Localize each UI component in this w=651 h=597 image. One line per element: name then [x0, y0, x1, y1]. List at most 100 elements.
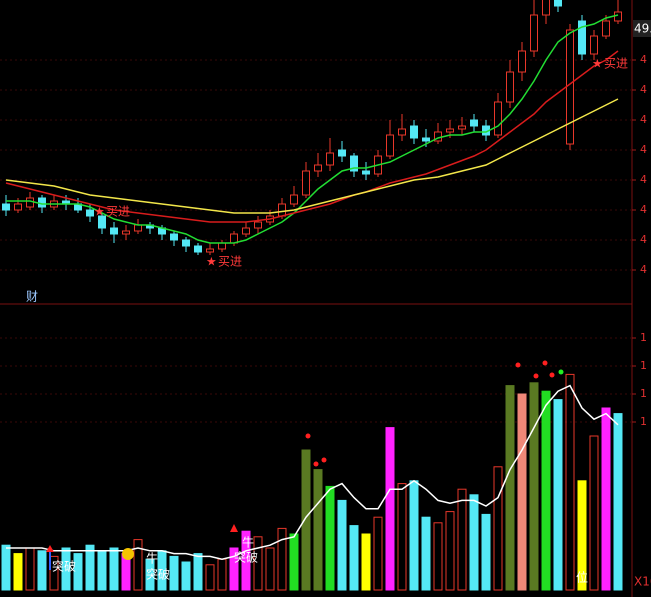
- candle-body: [446, 128, 454, 133]
- smiley: [122, 548, 134, 560]
- volume-bar: [229, 547, 239, 591]
- y-tick-label: 4: [640, 83, 647, 96]
- dot: [313, 461, 319, 467]
- dot: [558, 369, 564, 375]
- volume-bar: [553, 399, 563, 591]
- candle-body: [38, 197, 46, 208]
- volume-bar: [145, 558, 155, 591]
- candle-body: [542, 0, 550, 16]
- volume-bar: [421, 516, 431, 591]
- candle-body: [110, 227, 118, 235]
- volume-bar: [253, 536, 263, 591]
- volume-bar: [529, 382, 539, 591]
- arrow-head: [46, 545, 54, 552]
- arrow-head: [230, 524, 238, 532]
- candle-body: [194, 245, 202, 253]
- volume-bar: [493, 466, 503, 591]
- volume-bar: [133, 539, 143, 591]
- candle-body: [530, 14, 538, 52]
- y-tick-label: 4: [640, 203, 647, 216]
- indicator-line: [5, 50, 619, 223]
- volume-bar: [361, 533, 371, 591]
- dot: [533, 373, 539, 379]
- candle-body: [362, 170, 370, 175]
- price-label: 49.: [634, 22, 651, 36]
- indicator-line: [6, 14, 619, 244]
- candle-body: [206, 248, 214, 253]
- y-tick-label: 4: [640, 53, 647, 66]
- candle-body: [602, 20, 610, 37]
- y-tick-label: 1: [640, 359, 647, 372]
- candle-body: [410, 125, 418, 139]
- signal-text: 突破: [234, 550, 258, 565]
- volume-bar: [49, 555, 59, 591]
- candle-body: [254, 221, 262, 229]
- candle-body: [302, 170, 310, 196]
- volume-bar: [589, 435, 599, 591]
- dot: [542, 360, 548, 366]
- volume-bar: [289, 533, 299, 591]
- volume-bar: [13, 553, 23, 591]
- volume-bar: [565, 373, 575, 591]
- volume-bar: [277, 527, 287, 591]
- candle-body: [86, 209, 94, 217]
- candle-body: [26, 197, 34, 208]
- candle-body: [182, 239, 190, 247]
- signal-text: 突破: [146, 567, 170, 582]
- dot: [305, 433, 311, 439]
- volume-bar: [541, 390, 551, 591]
- signal-text: 位: [576, 570, 588, 585]
- candle-body: [242, 227, 250, 235]
- candle-body: [566, 29, 574, 145]
- star: ★: [592, 57, 603, 71]
- candle-body: [518, 50, 526, 73]
- star: ★: [94, 205, 105, 219]
- volume-bar: [265, 547, 275, 591]
- signal-label: 买进: [218, 255, 242, 269]
- signal-label: 买进: [106, 205, 130, 219]
- volume-bar: [37, 550, 47, 591]
- y-tick-label: 4: [640, 233, 647, 246]
- indicator-line: [5, 98, 619, 214]
- volume-bar: [613, 413, 623, 591]
- volume-bar: [241, 530, 251, 591]
- signal-text: 牛: [146, 551, 158, 566]
- volume-bar: [181, 561, 191, 591]
- candle-body: [134, 224, 142, 232]
- volume-bar: [1, 544, 11, 591]
- marks: [1, 0, 623, 591]
- y-tick-label: 4: [640, 173, 647, 186]
- volume-bar: [73, 553, 83, 591]
- volume-bar: [85, 544, 95, 591]
- indicator-line: [6, 384, 619, 560]
- volume-bar: [349, 525, 359, 591]
- volume-bar: [97, 550, 107, 591]
- candle-body: [554, 0, 562, 7]
- candle-body: [122, 230, 130, 235]
- signal-text: 牛: [242, 535, 254, 550]
- candle-body: [470, 119, 478, 127]
- volume-bar: [385, 427, 395, 591]
- volume-bar: [517, 393, 527, 591]
- volume-bar: [61, 547, 71, 591]
- volume-bar: [205, 564, 215, 591]
- signal-text: 突破: [52, 559, 76, 574]
- volume-bar: [313, 469, 323, 591]
- candle-body: [506, 71, 514, 103]
- volume-bar: [469, 494, 479, 591]
- candle-body: [590, 35, 598, 55]
- candle-body: [14, 203, 22, 211]
- candle-body: [398, 128, 406, 136]
- candle-body: [422, 137, 430, 142]
- volume-bar: [109, 547, 119, 591]
- y-tick-label: 4: [640, 263, 647, 276]
- y-tick-label: 1: [640, 415, 647, 428]
- volume-bar: [301, 449, 311, 591]
- y-tick-label: 1: [640, 331, 647, 344]
- volume-bar: [169, 555, 179, 591]
- unit-label: X10: [634, 575, 651, 589]
- volume-bar: [481, 513, 491, 591]
- candle-body: [218, 242, 226, 250]
- signal-label: 买进: [604, 57, 628, 71]
- candle-body: [290, 194, 298, 205]
